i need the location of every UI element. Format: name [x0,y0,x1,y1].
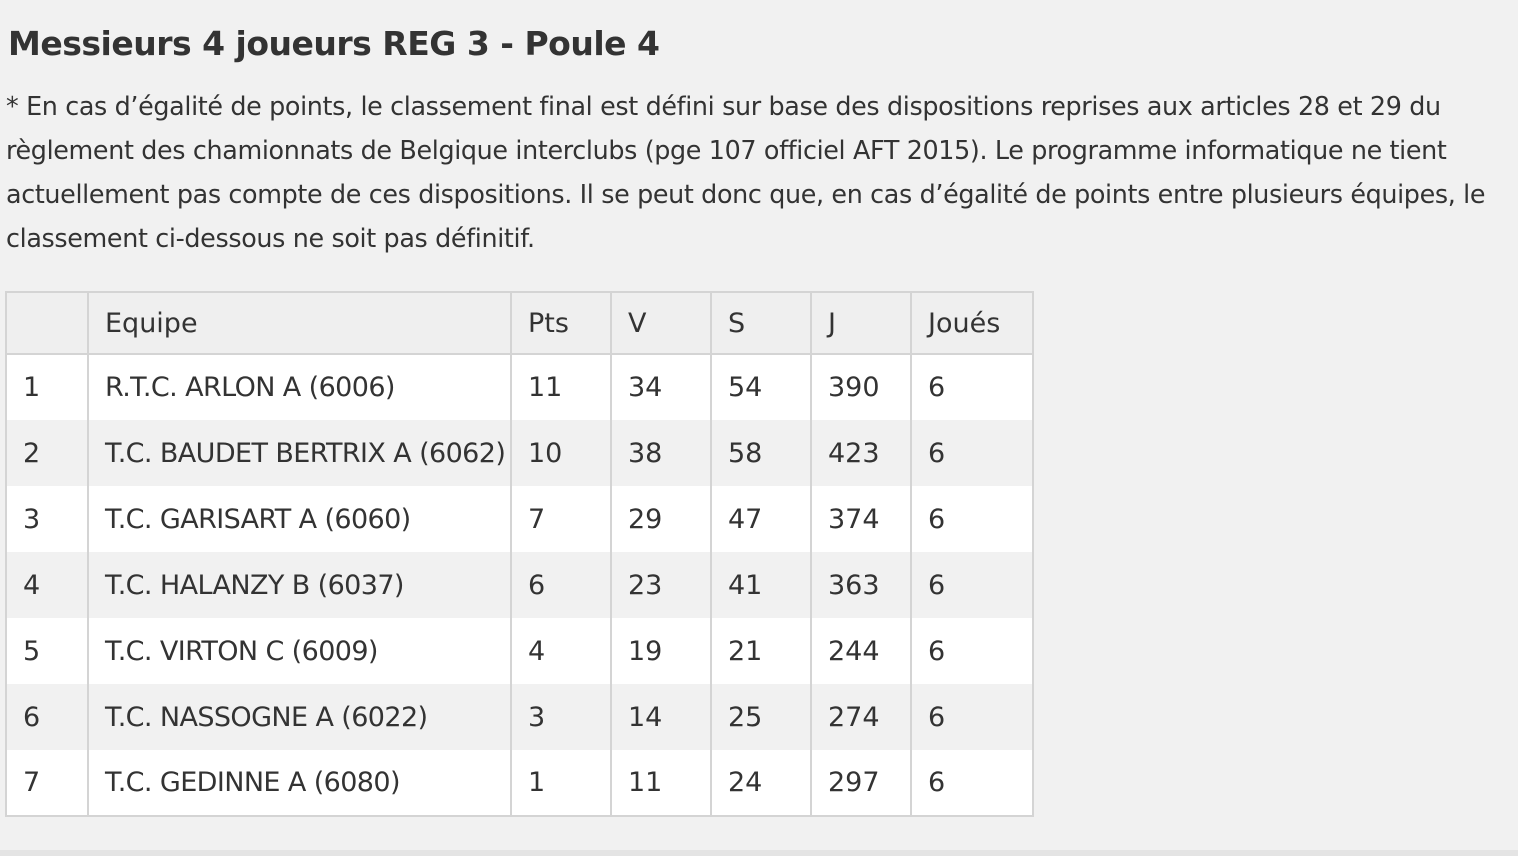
page-title: Messieurs 4 joueurs REG 3 - Poule 4 [8,24,660,63]
cell-j: 274 [810,684,911,750]
header-v: V [610,292,711,354]
cell-rank: 2 [23,437,41,469]
table-row: 2 T.C. BAUDET BERTRIX A (6062) 10 38 58 … [6,420,1033,486]
cell-s: 58 [710,420,811,486]
cell-rank: 3 [23,503,41,535]
cell-played: 6 [910,684,1033,750]
cell-pts: 11 [510,354,611,420]
standings-table: Equipe Pts V S J Joués 1 R.T.C. ARLON A … [5,291,1034,817]
cell-s: 25 [710,684,811,750]
cell-s: 54 [710,354,811,420]
header-s: S [710,292,811,354]
cell-rank: 1 [23,372,41,403]
cell-j: 374 [810,486,911,552]
cell-team: R.T.C. ARLON A (6006) [87,354,511,420]
cell-v: 11 [610,750,711,816]
cell-s: 24 [710,750,811,816]
header-row: Equipe Pts V S J Joués [6,292,1033,354]
cell-team: T.C. GARISART A (6060) [87,486,511,552]
cell-team: T.C. HALANZY B (6037) [87,552,511,618]
cell-s: 47 [710,486,811,552]
cell-pts: 10 [510,420,611,486]
cell-played: 6 [910,420,1033,486]
header-rank [6,292,88,354]
cell-s: 41 [710,552,811,618]
cell-team: T.C. GEDINNE A (6080) [87,750,511,816]
cell-played: 6 [910,354,1033,420]
cell-team: T.C. NASSOGNE A (6022) [87,684,511,750]
cell-v: 29 [610,486,711,552]
header-pts: Pts [510,292,611,354]
cell-v: 34 [610,354,711,420]
tiebreak-note: * En cas d’égalité de points, le classem… [6,91,1486,253]
cell-pts: 1 [510,750,611,816]
header-j: J [810,292,911,354]
table-row: 5 T.C. VIRTON C (6009) 4 19 21 244 6 [6,618,1033,684]
cell-played: 6 [910,552,1033,618]
table-row: 1 R.T.C. ARLON A (6006) 11 34 54 390 6 [6,354,1033,420]
cell-team: T.C. BAUDET BERTRIX A (6062) [87,420,511,486]
cell-pts: 3 [510,684,611,750]
cell-v: 38 [610,420,711,486]
cell-v: 14 [610,684,711,750]
cell-v: 23 [610,552,711,618]
cell-rank: 7 [23,767,41,798]
cell-pts: 7 [510,486,611,552]
cell-j: 423 [810,420,911,486]
cell-pts: 4 [510,618,611,684]
cell-v: 19 [610,618,711,684]
cell-team: T.C. VIRTON C (6009) [87,618,511,684]
table-row: 4 T.C. HALANZY B (6037) 6 23 41 363 6 [6,552,1033,618]
cell-played: 6 [910,618,1033,684]
cell-played: 6 [910,750,1033,816]
cell-j: 244 [810,618,911,684]
cell-j: 363 [810,552,911,618]
table-body: 1 R.T.C. ARLON A (6006) 11 34 54 390 6 2… [6,354,1033,816]
cell-played: 6 [910,486,1033,552]
table-header: Equipe Pts V S J Joués [6,292,1033,354]
table-row: 7 T.C. GEDINNE A (6080) 1 11 24 297 6 [6,750,1033,816]
cell-rank: 4 [23,569,41,601]
cell-s: 21 [710,618,811,684]
header-played: Joués [910,292,1033,354]
table-row: 3 T.C. GARISART A (6060) 7 29 47 374 6 [6,486,1033,552]
cell-j: 297 [810,750,911,816]
cell-rank: 5 [23,635,41,667]
cell-j: 390 [810,354,911,420]
table-row: 6 T.C. NASSOGNE A (6022) 3 14 25 274 6 [6,684,1033,750]
header-team: Equipe [87,292,511,354]
cell-rank: 6 [23,701,41,733]
bottom-divider [0,850,1518,856]
cell-pts: 6 [510,552,611,618]
